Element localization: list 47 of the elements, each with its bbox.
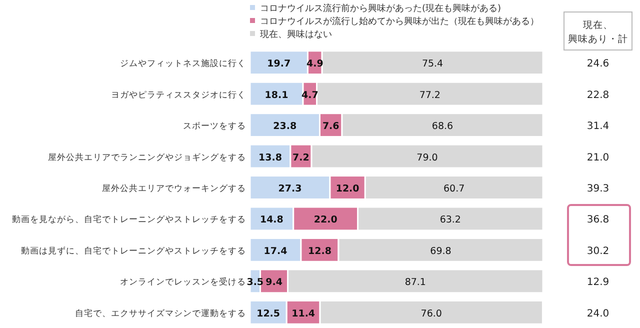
data-label: 79.0 — [416, 152, 438, 164]
data-label: 14.8 — [260, 214, 284, 226]
data-label: 60.7 — [443, 184, 465, 194]
y-tick-label: オンラインでレッスンを受ける — [120, 276, 246, 288]
y-tick-label: 屋外公共エリアでウォーキングする — [102, 183, 246, 194]
y-tick-label: 自宅で、エクササイズマシンで運動をする — [75, 308, 246, 319]
legend-label: コロナウイルスが流行し始めてから興味が出た（現在も興味がある） — [260, 16, 539, 27]
data-label: 76.0 — [420, 308, 442, 320]
data-label: 3.5 — [246, 277, 264, 288]
text: 31.4 — [586, 121, 610, 132]
data-label: 87.1 — [404, 277, 426, 288]
text: 24.6 — [586, 58, 610, 70]
data-label: 18.1 — [264, 90, 288, 101]
data-label: 12.5 — [256, 308, 280, 320]
y-tick-label: 動画は見ずに、自宅でトレーニングやストレッチをする — [21, 245, 246, 256]
text: 12.9 — [586, 277, 610, 288]
text: 36.8 — [586, 214, 610, 226]
data-label: 7.2 — [292, 152, 310, 164]
y-tick-label: スポーツをする — [183, 122, 246, 132]
data-label: 19.7 — [267, 58, 291, 70]
data-label: 75.4 — [422, 58, 444, 70]
data-label: 22.0 — [314, 214, 338, 226]
data-label: 11.4 — [292, 308, 316, 320]
text: 現在、興味あり・計 — [568, 19, 628, 45]
text: 30.2 — [586, 246, 610, 257]
text: 22.8 — [586, 90, 610, 101]
data-label: 12.8 — [308, 246, 332, 257]
data-label: 77.2 — [419, 90, 440, 101]
y-tick-label: ジムやフィットネス施設に行く — [120, 58, 246, 70]
data-label: 63.2 — [440, 214, 461, 226]
data-label: 13.8 — [258, 152, 282, 164]
text: 24.0 — [586, 308, 610, 320]
data-label: 23.8 — [273, 121, 297, 132]
series-label: 現在、興味はない — [260, 29, 332, 40]
text: 39.3 — [586, 184, 610, 194]
data-label: 69.8 — [430, 246, 452, 257]
y-tick-label: 動画を見ながら、自宅でトレーニングやストレッチをする — [12, 214, 246, 226]
data-label: 27.3 — [278, 184, 302, 194]
data-label: 17.4 — [264, 246, 288, 257]
data-label: 9.4 — [266, 277, 283, 288]
data-label: 68.6 — [432, 121, 454, 132]
data-label: 7.6 — [322, 121, 340, 132]
y-tick-label: 屋外公共エリアでランニングやジョギングをする — [48, 152, 246, 163]
legend-label: コロナウイルス流行前から興味があった(現在も興味がある) — [260, 3, 502, 14]
data-label: 12.0 — [336, 184, 360, 194]
text: 21.0 — [586, 152, 610, 164]
y-tick-label: ヨガやピラティススタジオに行く — [111, 89, 246, 100]
